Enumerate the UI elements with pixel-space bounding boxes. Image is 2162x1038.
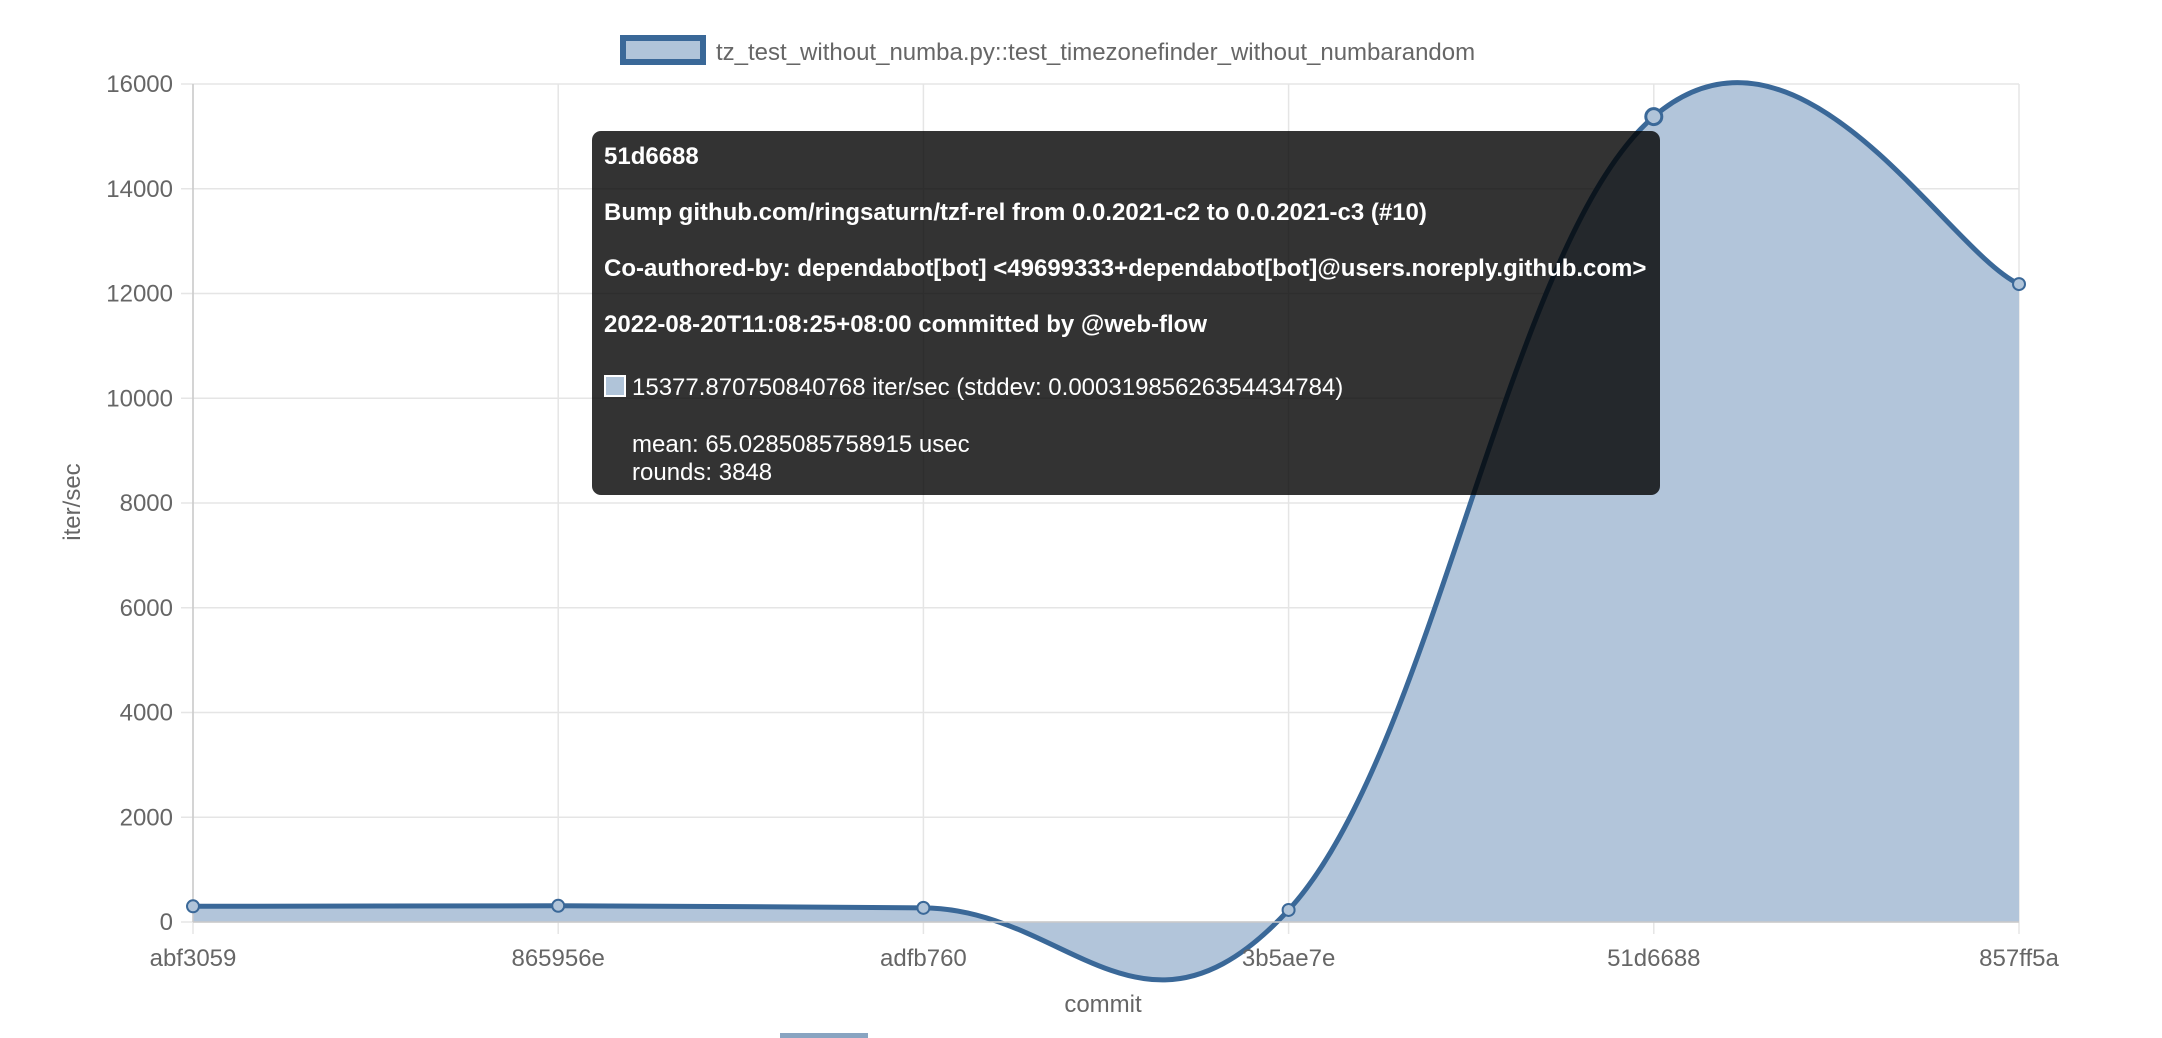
- y-tick-label: 12000: [106, 281, 173, 308]
- x-tick-label: 51d6688: [1607, 945, 1700, 972]
- data-point[interactable]: [186, 899, 200, 914]
- x-tick-label: 3b5ae7e: [1242, 945, 1335, 972]
- x-axis-title: commit: [1064, 991, 1142, 1018]
- tooltip-series-swatch: [604, 375, 626, 397]
- x-tick-label: 857ff5a: [1979, 945, 2059, 972]
- tooltip-coauthor: Co-authored-by: dependabot[bot] <4969933…: [604, 255, 1647, 282]
- data-point[interactable]: [1644, 107, 1664, 127]
- legend[interactable]: tz_test_without_numba.py::test_timezonef…: [620, 35, 1475, 66]
- tooltip-mean: mean: 65.0285085758915 usec: [632, 431, 970, 458]
- legend-swatch[interactable]: [620, 35, 706, 65]
- y-tick-label: 16000: [106, 71, 173, 98]
- y-tick-label: 4000: [120, 700, 173, 727]
- x-tick-label: 865956e: [511, 945, 604, 972]
- tooltip-committed: 2022-08-20T11:08:25+08:00 committed by @…: [604, 311, 1207, 338]
- x-tick-label: abf3059: [150, 945, 237, 972]
- y-tick-label: 14000: [106, 176, 173, 203]
- data-point[interactable]: [2012, 277, 2026, 292]
- tooltip-rounds: rounds: 3848: [632, 459, 773, 486]
- tooltip-message: Bump github.com/ringsaturn/tzf-rel from …: [604, 199, 1427, 226]
- y-tick-label: 6000: [120, 595, 173, 622]
- legend-overflow-swatch: [780, 1033, 868, 1038]
- series-points[interactable]: [186, 107, 2026, 917]
- legend-label[interactable]: tz_test_without_numba.py::test_timezonef…: [716, 39, 1475, 66]
- axes: 0 2000 4000 6000 8000 10000 12000 14000 16000 abf…: [106, 71, 2059, 972]
- y-tick-label: 0: [160, 909, 173, 936]
- data-point[interactable]: [551, 898, 566, 913]
- tooltip-value: 15377.870750840768 iter/sec (stddev: 0.0…: [632, 374, 1344, 401]
- y-tick-label: 8000: [120, 490, 173, 517]
- y-tick-label: 10000: [106, 385, 173, 412]
- x-tick-label: adfb760: [880, 945, 967, 972]
- data-point[interactable]: [1281, 902, 1296, 917]
- data-point[interactable]: [916, 900, 931, 915]
- data-point-tooltip: 51d6688 Bump github.com/ringsaturn/tzf-r…: [592, 131, 1660, 495]
- y-tick-label: 2000: [120, 804, 173, 831]
- y-axis-title: iter/sec: [59, 463, 86, 540]
- tooltip-commit: 51d6688: [604, 143, 699, 170]
